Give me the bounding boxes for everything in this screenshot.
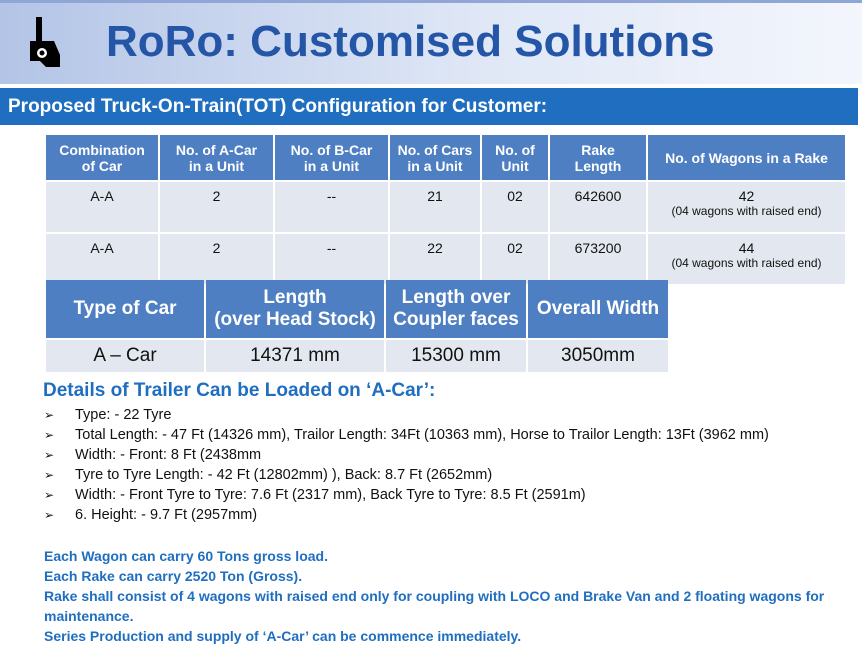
item-text: Width: - Front: 8 Ft (2438mm	[75, 447, 262, 463]
table-cell: A – Car	[46, 340, 204, 372]
header-line: Overall Width	[536, 298, 660, 319]
list-item: ➢ Total Length: - 47 Ft (14326 mm), Trail…	[44, 425, 769, 445]
column-header: Type of Car	[46, 280, 204, 338]
table-cell: --	[275, 234, 388, 284]
title: RoRo: Customised Solutions	[106, 17, 715, 66]
header-line: Coupler faces	[393, 309, 519, 330]
table-cell: 02	[482, 182, 548, 232]
bullet: ➢	[44, 468, 55, 482]
header-line: in a Unit	[188, 157, 245, 174]
column-header: No. of Cars in a Unit	[390, 135, 480, 180]
table-row: A-A 2 -- 22 02 673200 44 (04 wagons with raised…	[46, 234, 845, 284]
bullet: ➢	[44, 428, 55, 442]
column-header: Combination of Car	[46, 135, 158, 180]
item-text: Width: - Front Tyre to Tyre: 7.6 Ft (231…	[75, 487, 586, 503]
section-bar: Proposed Truck-On-Train(TOT) Configurati…	[0, 88, 858, 125]
bullet: ➢	[44, 408, 55, 422]
item-text: 6. Height: - 9.7 Ft (2957mm)	[75, 507, 258, 523]
table-cell: A-A	[46, 234, 158, 284]
bullet: ➢	[44, 508, 55, 522]
table-cell: 02	[482, 234, 548, 284]
header-line: No. of B-Car	[290, 141, 373, 158]
config-table: Combination of Car No. of A-Car in a Unit No…	[44, 133, 847, 286]
list-item: ➢ Width: - Front Tyre to Tyre: 7.6 Ft (23…	[44, 485, 769, 505]
table-cell: 642600	[550, 182, 646, 232]
table-cell: 44 (04 wagons with raised end)	[648, 234, 845, 284]
header-band: RoRo: Customised Solutions	[0, 0, 862, 84]
table-cell: 3050mm	[528, 340, 668, 372]
header-line: Length over	[401, 287, 511, 308]
table-cell: 14371 mm	[206, 340, 384, 372]
notes: Each Wagon can carry 60 Tons gross load.…	[44, 546, 834, 646]
column-header: Length over Coupler faces	[386, 280, 526, 338]
details-list: ➢ Type: - 22 Tyre ➢ Total Length: - 47 Ft (…	[44, 405, 769, 525]
bullet: ➢	[44, 448, 55, 462]
header-line: Length	[263, 287, 327, 308]
details-heading: Details of Trailer Can be Loaded on ‘A-C…	[43, 380, 436, 401]
header-line: of Car	[81, 157, 123, 174]
cell-note: (04 wagons with raised end)	[671, 204, 822, 218]
table-cell: 2	[160, 234, 273, 284]
table-cell: 673200	[550, 234, 646, 284]
table-cell: 2	[160, 182, 273, 232]
table-cell: 22	[390, 234, 480, 284]
header-line: No. of Cars	[397, 141, 473, 158]
column-header: Rake Length	[550, 135, 646, 180]
table-cell: 15300 mm	[386, 340, 526, 372]
column-header: No. of Wagons in a Rake	[648, 135, 845, 180]
table-cell: A-A	[46, 182, 158, 232]
header-line: Unit	[501, 157, 529, 174]
header-line: (over Head Stock)	[214, 309, 376, 330]
table-cell: 42 (04 wagons with raised end)	[648, 182, 845, 232]
header-line: No. of A-Car	[175, 141, 258, 158]
header-line: Combination	[59, 141, 145, 158]
note-line: Each Rake can carry 2520 Ton (Gross).	[44, 568, 303, 584]
column-header: Overall Width	[528, 280, 668, 338]
column-header: No. of B-Car in a Unit	[275, 135, 388, 180]
cell-value: 42	[738, 188, 755, 204]
item-text: Type: - 22 Tyre	[75, 407, 172, 423]
item-text: Tyre to Tyre Length: - 42 Ft (12802mm) )…	[75, 467, 493, 483]
column-header: Length (over Head Stock)	[206, 280, 384, 338]
column-header: No. of Unit	[482, 135, 548, 180]
header-line: in a Unit	[303, 157, 360, 174]
header-line: Length	[574, 157, 622, 174]
note-line: Series Production and supply of ‘A-Car’ …	[44, 628, 522, 644]
bullet: ➢	[44, 488, 55, 502]
table-row: A-A 2 -- 21 02 642600 42 (04 wagons with raised…	[46, 182, 845, 232]
table-cell: --	[275, 182, 388, 232]
header-line: Type of Car	[73, 298, 177, 319]
table-row: A – Car 14371 mm 15300 mm 3050mm	[46, 340, 668, 372]
cell-value: 44	[738, 240, 755, 256]
car-table: Type of Car Length (over Head Stock) Length…	[44, 278, 670, 374]
list-item: ➢ Width: - Front: 8 Ft (2438mm	[44, 445, 769, 465]
list-item: ➢ Tyre to Tyre Length: - 42 Ft (12802mm) …	[44, 465, 769, 485]
header-line: Rake	[581, 141, 615, 158]
list-item: ➢ Type: - 22 Tyre	[44, 405, 769, 425]
header-line: in a Unit	[407, 157, 463, 174]
header-line: No. of Wagons in a Rake	[665, 149, 828, 166]
cell-note: (04 wagons with raised end)	[671, 256, 822, 270]
logo	[30, 17, 60, 67]
note-line: Each Wagon can carry 60 Tons gross load.	[44, 548, 328, 564]
table-cell: 21	[390, 182, 480, 232]
note-line: Rake shall consist of 4 wagons with rais…	[44, 588, 825, 624]
list-item: ➢ 6. Height: - 9.7 Ft (2957mm)	[44, 505, 769, 525]
item-text: Total Length: - 47 Ft (14326 mm), Trailo…	[75, 427, 769, 443]
column-header: No. of A-Car in a Unit	[160, 135, 273, 180]
header-line: No. of	[495, 141, 535, 158]
